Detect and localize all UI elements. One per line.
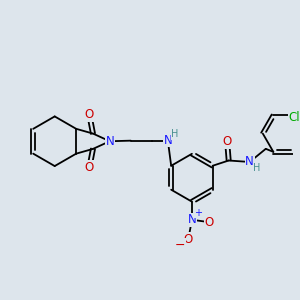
Text: H: H — [253, 164, 260, 173]
Text: N: N — [164, 134, 172, 147]
Text: O: O — [85, 161, 94, 174]
Text: −: − — [175, 239, 185, 252]
Text: N: N — [245, 155, 254, 169]
Text: N: N — [105, 135, 114, 148]
Text: N: N — [188, 213, 196, 226]
Text: O: O — [205, 216, 214, 229]
Text: O: O — [223, 135, 232, 148]
Text: Cl: Cl — [289, 111, 300, 124]
Text: +: + — [194, 208, 202, 218]
Text: H: H — [171, 129, 178, 139]
Text: O: O — [184, 233, 193, 246]
Text: O: O — [85, 108, 94, 122]
